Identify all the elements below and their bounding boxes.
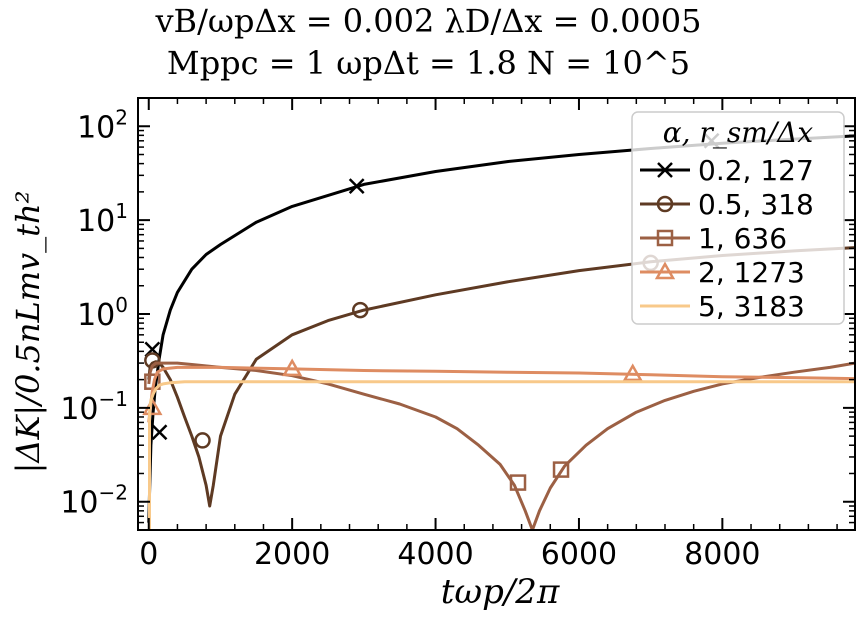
series-line-5 [148,380,855,530]
series-4-marker-3 [622,363,643,382]
chart-title-line-1: vB/ωpΔx = 0.002 λD/Δx = 0.0005 [155,2,702,40]
y-tick-label: 101 [77,199,128,239]
series-line-1 [147,134,855,523]
legend-entry-5: 5, 3183 [640,290,805,323]
x-tick-label: 6000 [541,537,617,572]
legend-entry-2: 0.5, 318 [640,188,814,221]
legend-marker-3 [656,229,674,247]
y-tick-label: 100 [77,293,128,333]
x-tick-label: 4000 [397,537,473,572]
series-1-marker-2 [151,424,168,441]
series-layer [142,132,855,530]
legend-entry-3: 1, 636 [640,222,787,255]
x-tick-label: 0 [139,537,158,572]
series-1-marker-3 [348,178,365,195]
series-3-marker-2 [509,474,527,491]
x-tick-label: 8000 [684,537,760,572]
series-2-marker-3 [352,301,369,319]
legend-entry-4: 2, 1273 [640,256,805,289]
y-tick-label: 102 [77,105,128,145]
legend-marker-4 [654,261,676,280]
tick-layer: 0 2000 4000 6000 8000 10−2 10−1 100 101 102 [60,97,855,572]
legend-title: α, r_sm/Δx [663,116,814,149]
series-3-marker-3 [552,461,570,478]
series-4-marker-2 [282,358,303,377]
x-tick-label: 2000 [254,537,330,572]
series-line-3 [147,361,855,530]
chart-title-line-2: Mppc = 1 ωpΔt = 1.8 N = 10^5 [166,44,691,82]
series-line-4 [147,365,855,423]
legend-marker-2 [656,195,674,213]
y-tick-label: 10−1 [60,387,128,427]
legend-label-2: 0.5, 318 [698,188,814,221]
legend-label-3: 1, 636 [698,222,787,255]
y-axis-label: |ΔK|/0.5nLmv_th² [9,190,47,474]
legend-entry-1: 0.2, 127 [640,154,814,187]
x-axis-label: tωp/2π [440,572,560,612]
legend-label-4: 2, 1273 [698,256,805,289]
series-2-marker-2 [194,432,211,449]
y-tick-label: 10−2 [60,481,128,521]
legend-marker-1 [657,162,673,178]
legend-label-5: 5, 3183 [698,290,805,323]
legend-label-1: 0.2, 127 [698,154,814,187]
